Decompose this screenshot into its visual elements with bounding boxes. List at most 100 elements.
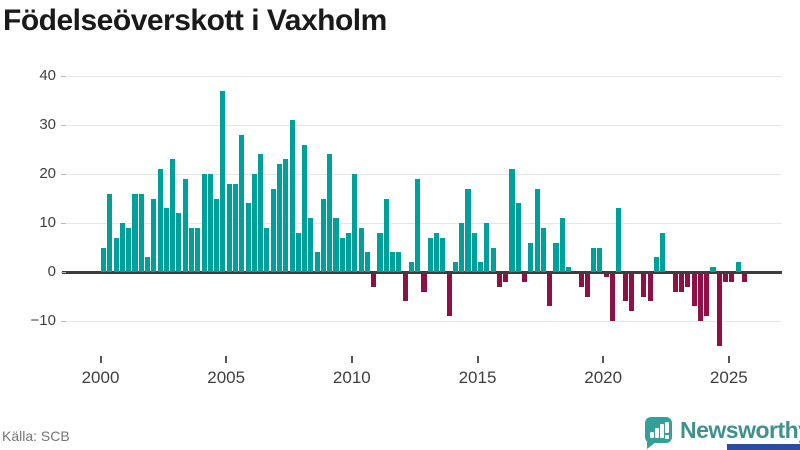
gridline-y40 bbox=[62, 76, 782, 77]
bar bbox=[660, 232, 666, 272]
bar bbox=[151, 198, 157, 272]
bar bbox=[226, 183, 232, 272]
bar bbox=[697, 273, 704, 321]
x-axis-label: 2000 bbox=[81, 368, 120, 387]
bar bbox=[465, 188, 471, 272]
x-axis-label: 2015 bbox=[458, 368, 497, 387]
bar bbox=[547, 273, 553, 307]
bar bbox=[195, 227, 201, 272]
brand-blue-bar bbox=[727, 444, 800, 450]
bar bbox=[207, 174, 213, 272]
bar bbox=[616, 208, 622, 272]
bar bbox=[352, 174, 358, 272]
bar bbox=[578, 273, 584, 287]
bar bbox=[559, 218, 565, 272]
y-axis-label: 10 bbox=[39, 214, 56, 231]
bar bbox=[628, 273, 634, 312]
y-axis-tick bbox=[61, 174, 66, 175]
bar bbox=[515, 203, 521, 272]
y-axis-label: 0 bbox=[47, 263, 56, 280]
bar bbox=[264, 227, 270, 272]
x-axis-tick bbox=[727, 356, 730, 363]
bar bbox=[396, 252, 402, 272]
bar bbox=[383, 198, 389, 272]
bar bbox=[735, 262, 741, 272]
bar bbox=[364, 252, 370, 272]
bar bbox=[182, 178, 188, 272]
y-axis-tick bbox=[61, 76, 66, 77]
y-axis-tick bbox=[61, 272, 66, 273]
y-axis-label: 40 bbox=[39, 67, 56, 84]
bar bbox=[101, 247, 107, 272]
bar bbox=[320, 198, 327, 272]
x-axis-tick bbox=[350, 356, 353, 363]
bar bbox=[603, 273, 609, 277]
y-axis-tick bbox=[61, 321, 66, 322]
bar bbox=[283, 159, 289, 272]
bar bbox=[276, 164, 283, 272]
bar bbox=[220, 90, 226, 272]
bar bbox=[163, 208, 169, 272]
bar bbox=[685, 273, 691, 287]
bar bbox=[679, 273, 685, 292]
bar bbox=[251, 174, 257, 272]
bar bbox=[434, 232, 440, 272]
bar bbox=[295, 232, 301, 272]
bar bbox=[503, 273, 509, 282]
bar bbox=[591, 247, 597, 272]
bar bbox=[377, 232, 383, 272]
y-axis-label: −10 bbox=[30, 312, 56, 329]
bar bbox=[214, 198, 220, 272]
bar bbox=[258, 154, 264, 272]
bar-chart-speech-bubble-icon bbox=[645, 417, 672, 443]
bar bbox=[729, 273, 735, 282]
bar bbox=[553, 242, 559, 272]
bar bbox=[716, 273, 722, 346]
bar bbox=[647, 273, 653, 302]
y-axis-label: 20 bbox=[39, 165, 56, 182]
bar bbox=[302, 144, 308, 272]
bar bbox=[710, 267, 716, 272]
bar bbox=[584, 273, 590, 297]
bar bbox=[408, 262, 414, 272]
bar bbox=[339, 237, 345, 272]
bar bbox=[188, 227, 195, 272]
bar bbox=[270, 188, 276, 272]
bar bbox=[126, 227, 132, 272]
bar bbox=[201, 174, 207, 272]
x-axis-label: 2005 bbox=[207, 368, 246, 387]
bar bbox=[107, 193, 113, 272]
bar bbox=[622, 273, 628, 302]
bar bbox=[132, 193, 138, 272]
newsworthy-logo: Newsworthy bbox=[644, 415, 800, 450]
bar bbox=[314, 252, 320, 272]
bar bbox=[509, 169, 515, 272]
x-axis-label: 2010 bbox=[332, 368, 371, 387]
bar bbox=[496, 273, 502, 287]
bar bbox=[289, 120, 295, 272]
x-axis-label: 2025 bbox=[709, 368, 748, 387]
bar bbox=[597, 247, 603, 272]
bar bbox=[390, 252, 396, 272]
x-axis-tick bbox=[476, 356, 479, 363]
chart-title: Födelseöverskott i Vaxholm bbox=[3, 4, 387, 37]
y-axis-tick bbox=[61, 125, 66, 126]
bar bbox=[484, 223, 490, 272]
bar bbox=[308, 218, 314, 272]
bar bbox=[346, 232, 352, 272]
bar bbox=[245, 203, 251, 272]
x-axis-tick bbox=[225, 356, 228, 363]
x-axis-tick bbox=[602, 356, 605, 363]
bar bbox=[490, 247, 496, 272]
newsworthy-wordmark: Newsworthy bbox=[680, 417, 800, 443]
x-axis-zero-line bbox=[62, 271, 782, 274]
bar bbox=[641, 273, 647, 297]
bar bbox=[521, 273, 528, 282]
bar bbox=[691, 273, 697, 307]
bar bbox=[415, 178, 421, 272]
y-axis-label: 30 bbox=[39, 116, 56, 133]
bar bbox=[427, 237, 433, 272]
bar bbox=[333, 218, 339, 272]
gridline-y20 bbox=[62, 174, 782, 175]
